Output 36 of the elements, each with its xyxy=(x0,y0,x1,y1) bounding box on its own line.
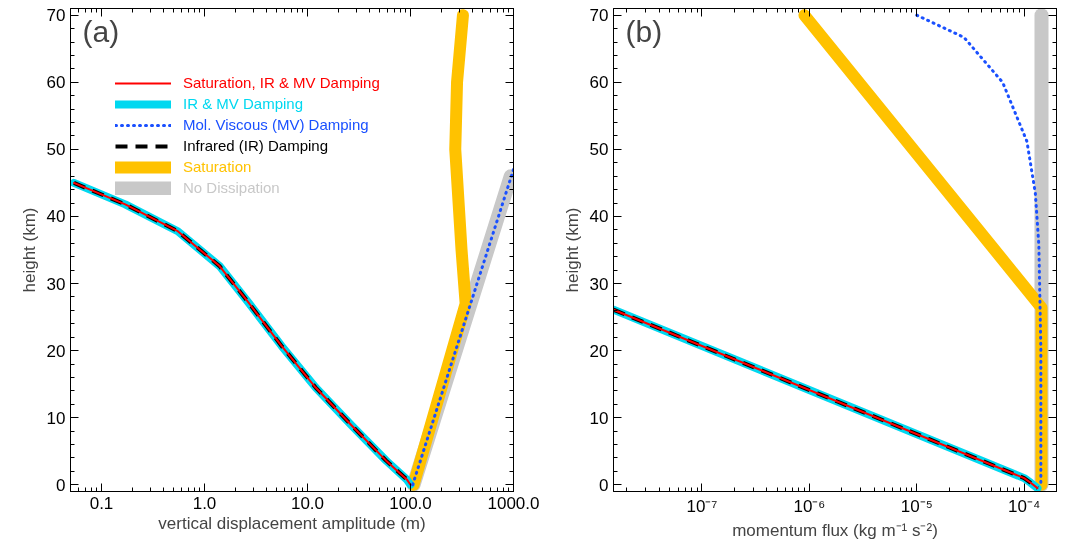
y-axis-title: height (km) xyxy=(19,207,39,293)
y-tick-label: 10 xyxy=(589,408,609,428)
x-tick-label: 100.0 xyxy=(389,493,432,513)
y-tick-label: 50 xyxy=(46,140,66,160)
y-tick-label: 30 xyxy=(46,274,66,294)
x-tick-label: 0.1 xyxy=(89,493,114,513)
legend-label: IR & MV Damping xyxy=(183,95,304,112)
y-tick-label: 0 xyxy=(56,475,66,495)
y-tick-label: 60 xyxy=(589,73,609,93)
y-tick-label: 10 xyxy=(46,408,66,428)
y-tick-label: 70 xyxy=(46,6,66,26)
x-tick-label: 10.0 xyxy=(290,493,325,513)
x-axis-title: momentum flux (kg m⁻¹ s⁻²) xyxy=(732,520,938,540)
x-tick-label: 10⁻⁴ xyxy=(1008,496,1041,516)
y-tick-label: 60 xyxy=(46,73,66,93)
annotation: (a) xyxy=(82,14,120,48)
annotation: (b) xyxy=(625,14,663,48)
y-tick-label: 50 xyxy=(589,140,609,160)
y-tick-label: 70 xyxy=(589,6,609,26)
x-tick-label: 10⁻⁵ xyxy=(900,496,933,516)
legend-label: Saturation xyxy=(183,158,252,175)
y-tick-label: 40 xyxy=(46,207,66,227)
y-axis-title: height (km) xyxy=(562,207,582,293)
legend-label: Mol. Viscous (MV) Damping xyxy=(183,116,369,133)
y-tick-label: 20 xyxy=(589,341,609,361)
x-tick-label: 1000.0 xyxy=(487,493,540,513)
x-axis-title: vertical displacement amplitude (m) xyxy=(158,513,426,533)
legend-label: Saturation, IR & MV Damping xyxy=(183,74,380,91)
y-tick-label: 20 xyxy=(46,341,66,361)
y-tick-label: 30 xyxy=(589,274,609,294)
y-tick-label: 0 xyxy=(599,475,609,495)
x-tick-label: 1.0 xyxy=(192,493,217,513)
y-tick-label: 40 xyxy=(589,207,609,227)
legend-label: Infrared (IR) Damping xyxy=(183,137,329,154)
x-tick-label: 10⁻⁷ xyxy=(686,496,718,516)
x-tick-label: 10⁻⁶ xyxy=(793,496,826,516)
